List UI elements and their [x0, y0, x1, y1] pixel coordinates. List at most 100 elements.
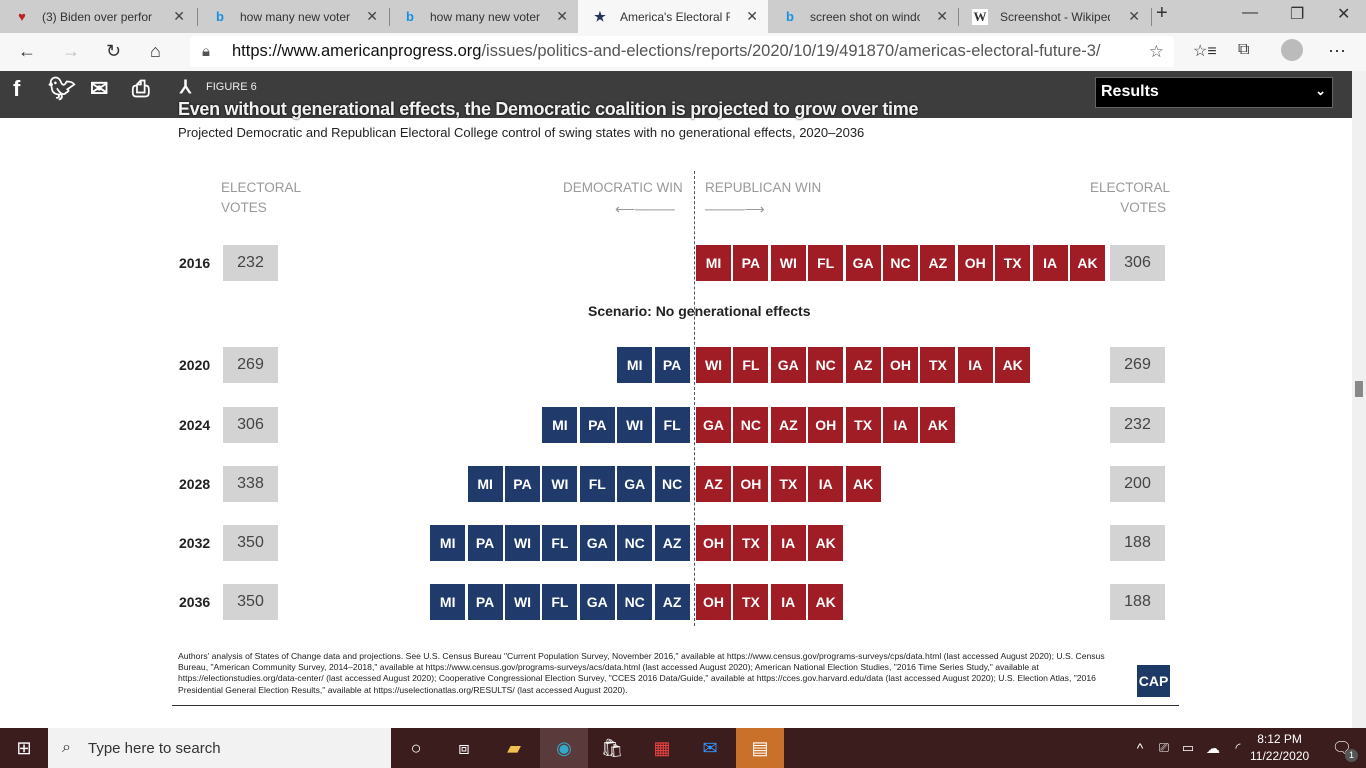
onedrive-icon[interactable]: ☁ — [1206, 739, 1220, 756]
show-hidden-icons[interactable]: ^ — [1136, 740, 1144, 756]
scrollbar-thumb[interactable] — [1355, 381, 1363, 397]
profile-avatar[interactable] — [1281, 39, 1303, 61]
email-icon[interactable]: ✉ — [90, 76, 109, 101]
cortana-icon[interactable]: ○ — [410, 737, 422, 758]
dem-state-box: PA — [467, 525, 503, 561]
rep-state-box: NC — [733, 407, 769, 443]
tab-0[interactable]: ♥(3) Biden over performe✕ — [0, 0, 195, 33]
close-tab-icon[interactable]: ✕ — [746, 8, 758, 24]
year-label: 2020 — [179, 357, 211, 373]
bing-icon: b — [406, 9, 414, 24]
file-explorer-icon[interactable]: ▰ — [507, 737, 521, 758]
minimize-button[interactable]: — — [1242, 4, 1258, 21]
collections-icon[interactable]: ⧉ — [1238, 41, 1250, 58]
address-bar[interactable]: 🔒︎ https://www.americanprogress.org/issu… — [190, 36, 1174, 67]
mail-icon[interactable]: ✉ — [702, 737, 718, 758]
task-view-icon[interactable]: ⧈ — [458, 737, 470, 758]
rep-state-box: TX — [845, 407, 881, 443]
scenario-label: Scenario: No generational effects — [588, 303, 811, 319]
rep-votes-box: 188 — [1110, 525, 1165, 561]
close-tab-icon[interactable]: ✕ — [936, 8, 948, 24]
dem-state-box: MI — [430, 525, 466, 561]
facebook-icon[interactable]: f — [13, 76, 21, 101]
battery-icon[interactable]: ▭ — [1181, 740, 1195, 755]
forward-icon[interactable]: → — [62, 41, 80, 61]
dem-state-box: MI — [617, 347, 653, 383]
close-tab-icon[interactable]: ✕ — [556, 8, 568, 24]
back-icon[interactable]: ← — [18, 41, 36, 61]
share-bar: f 🐦︎ ✉ ⎙ ⅄ Results ⌄ — [0, 71, 1352, 118]
rep-state-box: AK — [808, 525, 844, 561]
header-democratic-win: DEMOCRATIC WIN — [563, 180, 683, 195]
meet-now-icon[interactable]: ⎚ — [1158, 740, 1170, 755]
wifi-icon[interactable]: ◜ — [1235, 740, 1241, 755]
restore-button[interactable]: ❐ — [1290, 6, 1305, 23]
store-icon[interactable]: 🛍︎ — [600, 737, 624, 758]
close-tab-icon[interactable]: ✕ — [1128, 8, 1140, 24]
dem-state-box: AZ — [654, 525, 690, 561]
twitter-icon[interactable]: 🐦︎ — [48, 76, 76, 101]
rep-state-box: IA — [770, 584, 806, 620]
dem-state-box: GA — [617, 466, 653, 502]
lock-icon: 🔒︎ — [202, 43, 210, 60]
year-label: 2024 — [179, 417, 211, 433]
rep-state-box: OH — [733, 466, 769, 502]
rep-state-box: IA — [957, 347, 993, 383]
rep-state-box: IA — [1032, 245, 1068, 281]
taskbar: ⊞ ⌕ Type here to search ○ ⧈ ▰ ◉ 🛍︎ ▦ ✉ ▤ … — [0, 728, 1366, 768]
close-tab-icon[interactable]: ✕ — [173, 8, 185, 24]
dem-state-box: FL — [654, 407, 690, 443]
print-icon[interactable]: ⎙ — [132, 76, 150, 101]
year-label: 2028 — [179, 476, 211, 492]
rep-state-box: TX — [733, 584, 769, 620]
rep-state-box: AK — [1070, 245, 1105, 281]
clock[interactable]: 8:12 PM 11/22/2020 — [1250, 732, 1310, 763]
rep-state-box: FL — [733, 347, 769, 383]
app-icon[interactable]: ▤ — [736, 728, 784, 768]
dem-votes-box: 350 — [223, 584, 278, 620]
home-icon[interactable]: ⌂ — [150, 41, 161, 61]
dem-state-box: MI — [542, 407, 578, 443]
figure-label: FIGURE 6 — [206, 81, 257, 93]
vertical-scrollbar[interactable] — [1352, 71, 1366, 728]
close-window-button[interactable]: ✕ — [1337, 6, 1351, 23]
favorites-icon[interactable]: ☆≡ — [1193, 43, 1217, 60]
notifications-icon[interactable]: 🗨︎ 1 — [1318, 728, 1366, 768]
more-icon[interactable]: ⋯ — [1328, 41, 1346, 61]
rep-state-box: AZ — [845, 347, 881, 383]
taskbar-search[interactable]: ⌕ Type here to search — [48, 728, 391, 768]
new-tab-button[interactable]: + — [1156, 2, 1168, 24]
tab-4[interactable]: b screen shot on window ✕ — [768, 0, 958, 33]
chevron-down-icon: ⌄ — [1315, 83, 1326, 98]
tab-3[interactable]: ★America's Electoral Futu✕ — [578, 0, 768, 33]
year-label: 2016 — [179, 255, 211, 271]
cap-logo: CAP — [1137, 665, 1170, 697]
gift-icon[interactable]: ▦ — [653, 737, 671, 758]
rep-state-box: WI — [696, 347, 731, 383]
source-note: Authors' analysis of States of Change da… — [178, 651, 1105, 695]
dem-state-box: FL — [542, 525, 578, 561]
favorite-star-icon[interactable]: ☆ — [1148, 41, 1164, 61]
close-tab-icon[interactable]: ✕ — [366, 8, 378, 24]
dem-state-box: MI — [467, 466, 503, 502]
rep-state-box: AZ — [770, 407, 806, 443]
rep-votes-box: 232 — [1110, 407, 1165, 443]
rep-state-box: GA — [770, 347, 806, 383]
dem-state-box: NC — [617, 584, 653, 620]
dem-votes-box: 350 — [223, 525, 278, 561]
pdf-icon[interactable]: ⅄ — [180, 77, 191, 97]
results-select[interactable]: Results ⌄ — [1095, 77, 1333, 108]
rep-state-box: TX — [733, 525, 769, 561]
edge-icon[interactable]: ◉ — [540, 728, 588, 768]
rep-state-box: TX — [770, 466, 806, 502]
dem-state-box: WI — [505, 525, 540, 561]
dem-votes-box: 306 — [223, 407, 278, 443]
windows-start-icon[interactable]: ⊞ — [16, 737, 32, 758]
refresh-icon[interactable]: ↻ — [106, 41, 122, 61]
dem-state-box: GA — [579, 525, 615, 561]
web-page: FIGURE 6 Even without generational effec… — [0, 71, 1352, 728]
